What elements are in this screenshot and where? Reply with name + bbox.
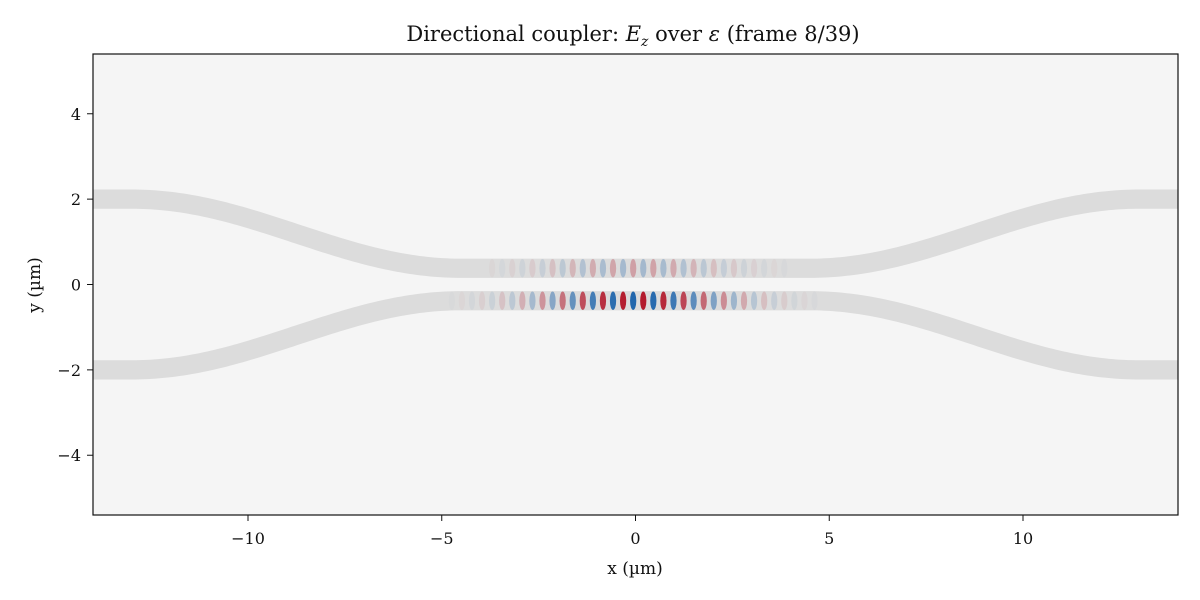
field-lobe-lower bbox=[449, 292, 455, 310]
x-tick-label: −5 bbox=[430, 529, 454, 548]
x-axis: −10 −5 0 5 10 bbox=[231, 515, 1033, 548]
field-lobe-lower bbox=[559, 291, 566, 310]
field-lobe-upper bbox=[670, 259, 677, 278]
field-lobe-lower bbox=[730, 291, 738, 310]
y-tick-label: 0 bbox=[71, 276, 81, 295]
field-lobe-lower bbox=[630, 291, 637, 310]
x-tick-label: 5 bbox=[824, 529, 834, 548]
field-lobe-lower bbox=[680, 291, 687, 310]
field-lobe-lower bbox=[459, 292, 465, 310]
field-lobe-upper bbox=[710, 259, 717, 278]
field-lobe-lower bbox=[509, 291, 516, 310]
field-lobe-lower bbox=[609, 291, 617, 310]
field-lobe-lower bbox=[489, 291, 496, 310]
field-lobe-lower bbox=[640, 291, 647, 310]
field-lobe-upper bbox=[740, 259, 748, 278]
x-tick-label: 10 bbox=[1013, 529, 1033, 548]
field-lobe-lower bbox=[761, 291, 768, 310]
field-lobe-upper bbox=[599, 259, 607, 278]
waveguide-upper bbox=[93, 189, 1178, 278]
field-lobe-lower bbox=[791, 291, 798, 310]
field-lobe-upper bbox=[730, 259, 738, 278]
field-lobe-lower bbox=[519, 291, 526, 310]
field-lobe-lower bbox=[690, 291, 697, 310]
field-lobe-upper bbox=[569, 259, 576, 278]
field-lobe-upper bbox=[519, 259, 526, 278]
field-lobe-lower bbox=[619, 291, 627, 310]
field-lobe-lower bbox=[781, 291, 788, 310]
field-lobe-lower bbox=[811, 292, 817, 310]
field-lobe-upper bbox=[750, 259, 758, 278]
title-field-symbol: E bbox=[625, 22, 641, 46]
field-lobe-lower bbox=[529, 291, 536, 310]
title-suffix: (frame 8/39) bbox=[720, 22, 860, 46]
field-lobe-lower bbox=[710, 291, 717, 310]
field-lobe-lower bbox=[700, 291, 707, 310]
field-lobe-upper bbox=[619, 259, 627, 278]
field-lobe-upper bbox=[630, 259, 637, 278]
field-lobe-lower bbox=[650, 291, 657, 310]
field-lobe-lower bbox=[750, 291, 758, 310]
field-lobe-upper bbox=[539, 259, 546, 278]
field-lobe-upper bbox=[771, 259, 777, 277]
y-tick-label: −2 bbox=[57, 361, 81, 380]
y-tick-label: 2 bbox=[71, 190, 81, 209]
field-lobe-lower bbox=[549, 291, 556, 310]
field-lobe-lower bbox=[740, 291, 748, 310]
y-tick-label: 4 bbox=[71, 105, 81, 124]
x-tick-label: 0 bbox=[630, 529, 640, 548]
plot-area bbox=[93, 189, 1178, 380]
plot-background bbox=[93, 54, 1178, 515]
y-tick-label: −4 bbox=[57, 446, 81, 465]
field-lobe-lower bbox=[599, 291, 607, 310]
field-lobe-upper bbox=[489, 259, 495, 277]
field-pattern bbox=[449, 259, 817, 310]
field-lobe-lower bbox=[720, 291, 727, 310]
field-lobe-upper bbox=[680, 259, 687, 278]
field-lobe-upper bbox=[559, 259, 566, 278]
field-lobe-upper bbox=[640, 259, 647, 278]
field-lobe-lower bbox=[478, 291, 486, 310]
field-lobe-upper bbox=[761, 259, 768, 278]
field-lobe-upper bbox=[609, 259, 617, 278]
title-field-subscript: z bbox=[640, 34, 649, 50]
field-lobe-lower bbox=[569, 291, 576, 310]
field-lobe-upper bbox=[690, 259, 697, 278]
field-lobe-upper bbox=[650, 259, 657, 278]
title-prefix: Directional coupler: bbox=[406, 22, 625, 46]
field-lobe-lower bbox=[589, 291, 596, 310]
field-lobe-upper bbox=[529, 259, 536, 278]
x-axis-label: x (µm) bbox=[607, 559, 662, 579]
field-lobe-lower bbox=[579, 291, 586, 310]
field-lobe-upper bbox=[720, 259, 727, 278]
field-lobe-upper bbox=[781, 259, 787, 277]
chart-title: Directional coupler: Ez over ε (frame 8/… bbox=[406, 22, 859, 50]
field-lobe-upper bbox=[579, 259, 586, 278]
y-axis-label: y (µm) bbox=[25, 257, 45, 313]
field-lobe-upper bbox=[549, 259, 556, 278]
x-tick-label: −10 bbox=[231, 529, 265, 548]
field-lobe-upper bbox=[509, 259, 516, 278]
field-lobe-upper bbox=[589, 259, 596, 278]
field-lobe-upper bbox=[499, 259, 505, 277]
y-axis: −4 −2 0 2 4 bbox=[57, 105, 93, 465]
title-epsilon: ε bbox=[709, 22, 720, 46]
field-lobe-lower bbox=[801, 292, 807, 310]
field-lobe-lower bbox=[468, 291, 476, 310]
field-lobe-lower bbox=[499, 291, 506, 310]
title-middle: over bbox=[648, 22, 708, 46]
field-lobe-upper bbox=[660, 259, 667, 278]
field-lobe-upper bbox=[700, 259, 707, 278]
field-lobe-lower bbox=[771, 291, 778, 310]
field-lobe-lower bbox=[539, 291, 546, 310]
field-lobe-lower bbox=[660, 291, 667, 310]
field-lobe-lower bbox=[670, 291, 677, 310]
